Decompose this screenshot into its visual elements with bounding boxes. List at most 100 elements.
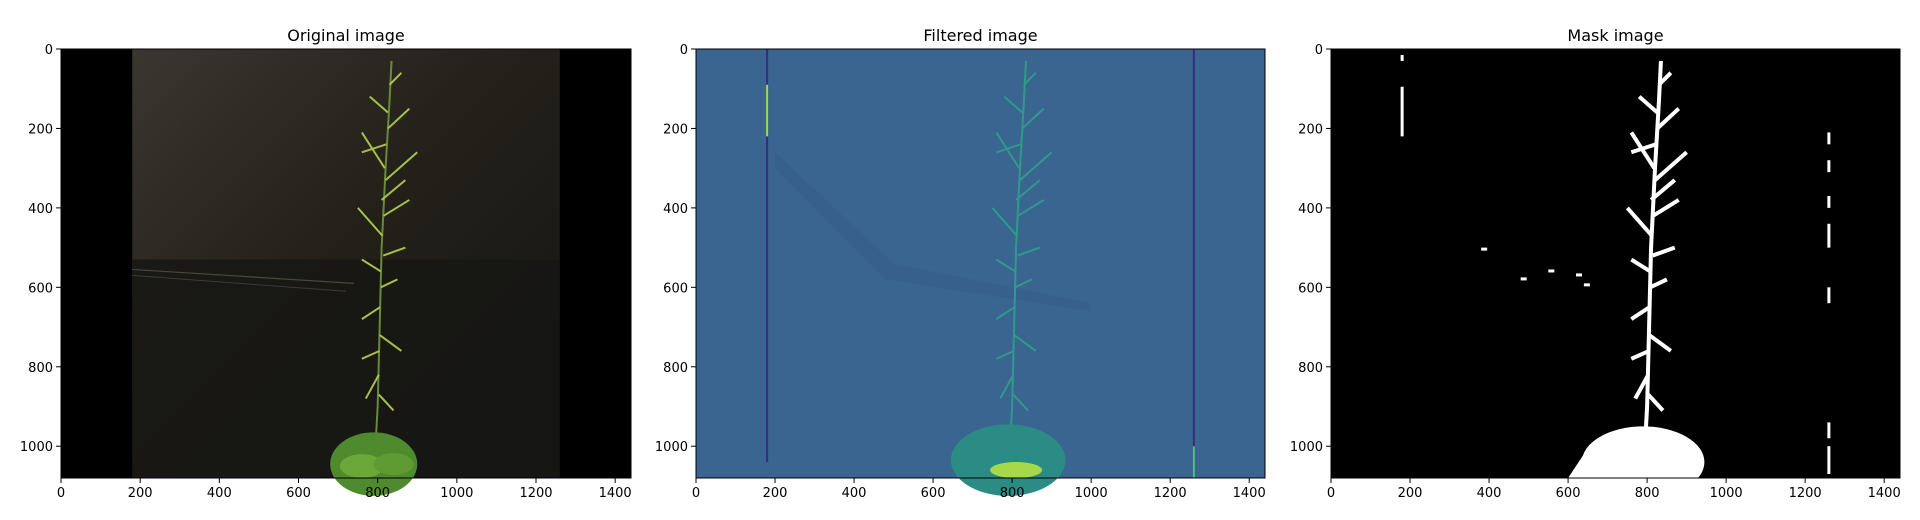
filt-stem (1007, 60, 1027, 479)
panel-3: Mask image 0 200 400 600 800 1000 1200 1400 0 200 4… (1290, 26, 1901, 501)
mask-branch-10 (1633, 373, 1651, 400)
x-tick-label-1000: 1000 (1075, 486, 1108, 501)
mask-branch-11 (1646, 393, 1665, 412)
filt-branch-16 (995, 349, 1015, 360)
orig-branch-1 (383, 199, 410, 217)
axes-frame-1 (60, 48, 632, 479)
filt-branch-11 (1012, 393, 1029, 412)
background (696, 49, 1265, 478)
y-tick-label-800: 800 (663, 361, 688, 376)
y-tick-label-800: 800 (1298, 361, 1323, 376)
y-tick-label-1000: 1000 (1290, 440, 1323, 455)
x-tick-label-200: 200 (128, 486, 153, 501)
y-tick-label-200: 200 (663, 122, 688, 137)
x-tick-label-1000: 1000 (440, 486, 473, 501)
y-tick-label-0: 0 (45, 43, 53, 58)
x-tick-label-800: 800 (365, 486, 390, 501)
y-tick-label-600: 600 (28, 281, 53, 296)
mask-branch-13 (1630, 142, 1657, 155)
y-tick-label-0: 0 (1315, 43, 1323, 58)
mask-branch-9 (1647, 333, 1672, 353)
panel-1: Original image 0 200 400 600 800 1000 1200 1400 0… (20, 26, 632, 501)
mask-branch-12 (1649, 178, 1677, 202)
x-tick-label-200: 200 (1398, 486, 1423, 501)
axes-frame-3 (1330, 48, 1901, 479)
filt-branch-1 (1017, 199, 1045, 217)
speck-4 (1575, 273, 1582, 277)
rosette (1581, 426, 1705, 498)
image-content-1 (61, 49, 631, 496)
filt-branch-7 (1014, 278, 1033, 289)
filt-branch-3 (995, 131, 1021, 169)
image-content-2 (696, 49, 1265, 496)
y-tick-label-400: 400 (1298, 202, 1323, 217)
mask-stem (1641, 60, 1663, 479)
panel-2: Filtered image 0 200 400 600 800 1000 1200 1400 0… (655, 26, 1266, 501)
x-tick-label-600: 600 (286, 486, 311, 501)
x-tick-label-800: 800 (1000, 486, 1025, 501)
filt-branch-2 (1019, 151, 1053, 181)
x-tick-label-600: 600 (1556, 486, 1581, 501)
x-tick-label-200: 200 (763, 486, 788, 501)
filt-branch-5 (1003, 95, 1024, 114)
x-tick-label-1200: 1200 (519, 486, 552, 501)
mask-branch-6 (1630, 257, 1652, 274)
rosette-leaf-2 (373, 453, 414, 476)
y-tick-label-1000: 1000 (655, 440, 688, 455)
orig-branch-0 (357, 207, 384, 237)
y-tick-label-1000: 1000 (20, 440, 53, 455)
axes-frame-2 (695, 48, 1266, 479)
x-tick-label-1200: 1200 (1154, 486, 1187, 501)
filt-branch-8 (995, 306, 1016, 320)
orig-branch-11 (378, 393, 395, 412)
mask-branch-4 (1656, 107, 1681, 130)
y-tick-label-600: 600 (663, 281, 688, 296)
x-tick-label-0: 0 (57, 486, 65, 501)
filt-branch-0 (991, 207, 1018, 237)
orig-branch-15 (382, 246, 406, 257)
rosette-leaf-1 (339, 454, 384, 479)
y-tick-label-400: 400 (28, 202, 53, 217)
x-tick-label-1400: 1400 (1868, 486, 1901, 501)
speck-1 (1481, 247, 1488, 251)
panel-title-1: Original image (287, 26, 405, 45)
speck-5 (1583, 283, 1590, 287)
orig-branch-10 (364, 374, 380, 400)
x-tick-label-0: 0 (1327, 486, 1335, 501)
mask-branch-0 (1625, 206, 1654, 238)
mask-branch-7 (1649, 277, 1668, 290)
mask-branch-8 (1630, 305, 1651, 321)
filt-branch-6 (995, 258, 1016, 273)
speck-3 (1548, 269, 1555, 273)
background (1331, 49, 1900, 478)
orig-stem (372, 60, 393, 479)
y-tick-label-0: 0 (680, 43, 688, 58)
image-content-3 (1331, 49, 1900, 498)
orig-branch-9 (379, 334, 403, 352)
y-tick-label-200: 200 (1298, 122, 1323, 137)
x-tick-label-1000: 1000 (1710, 486, 1743, 501)
x-tick-label-400: 400 (207, 486, 232, 501)
x-tick-label-1200: 1200 (1789, 486, 1822, 501)
x-tick-label-600: 600 (921, 486, 946, 501)
x-tick-label-1400: 1400 (599, 486, 632, 501)
orig-branch-6 (361, 258, 382, 273)
mask-branch-14 (1657, 71, 1673, 87)
panel-title-3: Mask image (1567, 26, 1663, 45)
mask-branch-5 (1637, 95, 1659, 115)
mask-branch-2 (1653, 150, 1688, 182)
filt-branch-9 (1013, 334, 1037, 352)
x-tick-label-0: 0 (692, 486, 700, 501)
filt-branch-14 (1023, 72, 1037, 86)
filt-branch-4 (1021, 107, 1045, 130)
y-tick-label-600: 600 (1298, 281, 1323, 296)
filt-branch-13 (995, 143, 1022, 154)
rosette-highlight (990, 462, 1043, 479)
shadow-band (775, 152, 1092, 312)
orig-branch-16 (361, 349, 381, 360)
filt-branch-10 (999, 374, 1015, 400)
y-tick-label-200: 200 (28, 122, 53, 137)
x-tick-label-400: 400 (1477, 486, 1502, 501)
y-tick-label-400: 400 (663, 202, 688, 217)
